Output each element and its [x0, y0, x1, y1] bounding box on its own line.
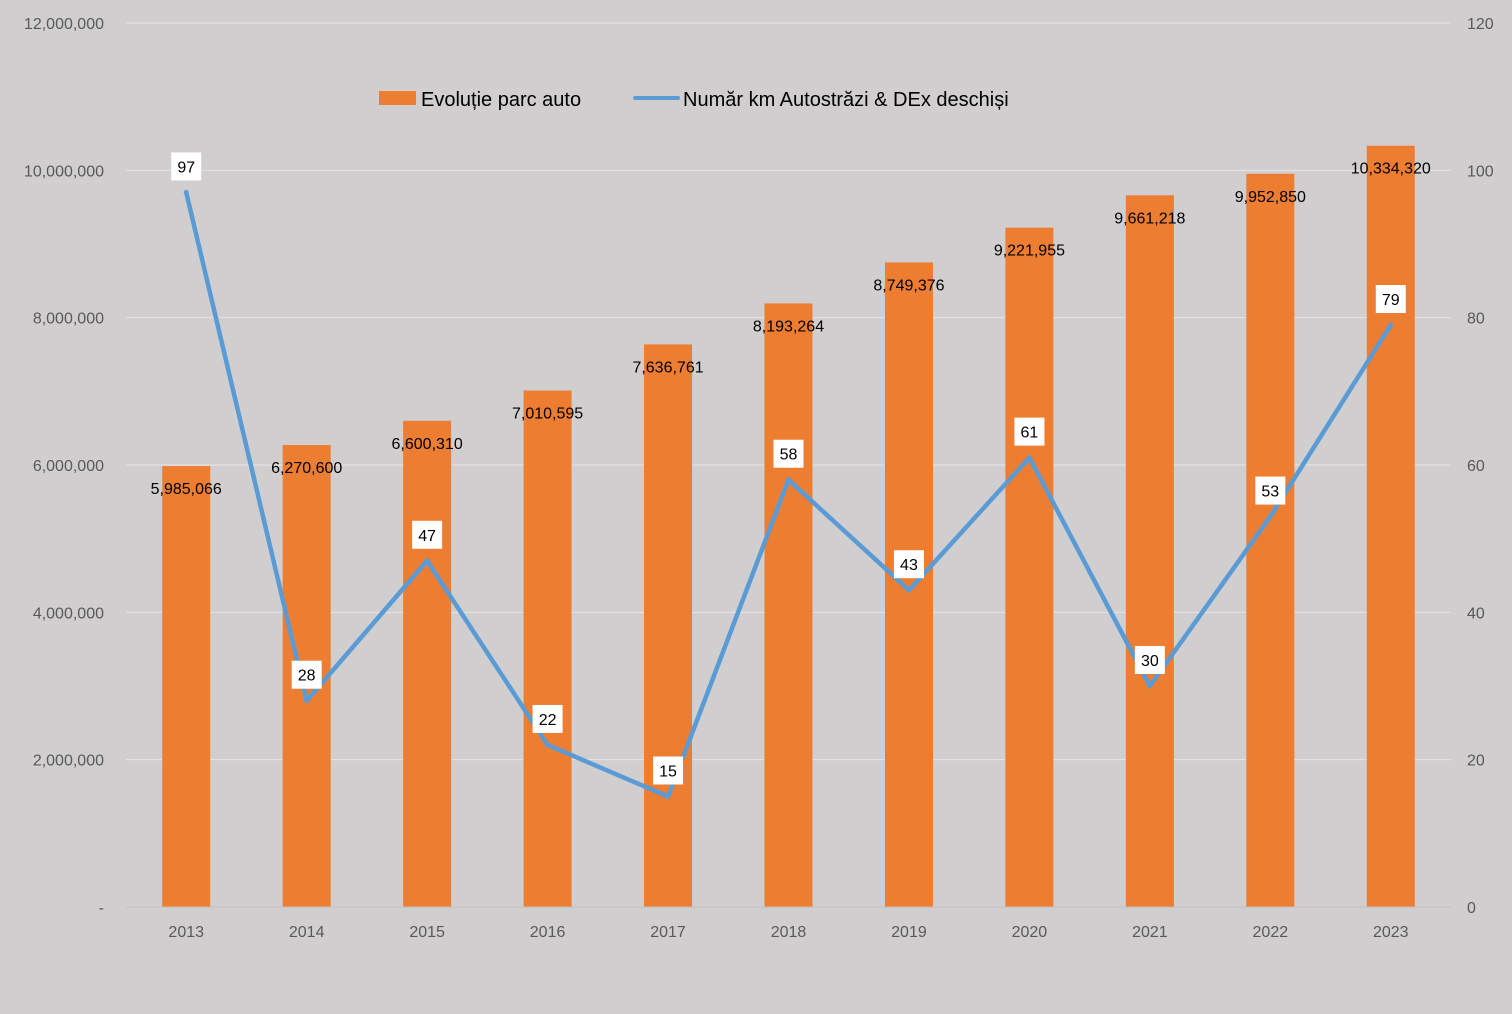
- bar: [523, 390, 572, 907]
- line-data-label: 22: [539, 712, 557, 729]
- bar-data-label: 9,952,850: [1235, 189, 1306, 206]
- y-left-tick-label: 10,000,000: [24, 163, 104, 180]
- bar-data-label: 8,193,264: [753, 318, 824, 335]
- line-label-box: [773, 439, 804, 468]
- line-label-box: [171, 152, 202, 181]
- bar: [884, 262, 933, 907]
- line-label-box: [653, 756, 684, 785]
- line-label-box: [893, 550, 924, 579]
- line-point: [1267, 514, 1273, 520]
- line-point: [304, 698, 310, 704]
- x-tick-label: 2014: [289, 924, 325, 941]
- bar-series: [162, 145, 1415, 908]
- legend: Evoluție parc auto Număr km Autostrăzi &…: [379, 89, 1009, 111]
- bar-data-label: 5,985,066: [151, 481, 222, 498]
- line-data-label: 79: [1382, 292, 1400, 309]
- legend-swatch-bar: [379, 91, 416, 105]
- line-series: [183, 189, 1394, 799]
- line-data-label: 43: [900, 557, 918, 574]
- bar-data-label: 6,600,310: [392, 436, 463, 453]
- line-label-box: [291, 660, 322, 689]
- legend-label-bar: Evoluție parc auto: [421, 89, 581, 111]
- line-label-box: [1375, 285, 1406, 314]
- line-point: [545, 742, 551, 748]
- y-left-tick-label: 8,000,000: [33, 311, 104, 328]
- y-left-tick-label: 6,000,000: [33, 458, 104, 475]
- bar-data-label: 9,221,955: [994, 243, 1065, 260]
- x-tick-label: 2023: [1373, 924, 1409, 941]
- x-tick-label: 2022: [1253, 924, 1289, 941]
- line-data-label: 97: [177, 159, 195, 176]
- line-label-box: [1134, 646, 1165, 674]
- line-data-label: 28: [298, 668, 316, 685]
- line-data-label: 61: [1021, 425, 1039, 442]
- line-point: [906, 587, 912, 593]
- y-right-tick-label: 40: [1467, 605, 1485, 622]
- line-data-label: 15: [659, 764, 677, 781]
- y-left-tick-label: -: [99, 900, 104, 917]
- y-right-tick-label: 0: [1467, 900, 1476, 917]
- legend-label-line: Număr km Autostrăzi & DEx deschiși: [683, 89, 1009, 111]
- y-left-tick-label: 2,000,000: [33, 753, 104, 770]
- line-label-box: [532, 704, 563, 733]
- x-tick-label: 2018: [771, 924, 807, 941]
- y-right-tick-label: 120: [1467, 16, 1494, 33]
- x-tick-label: 2021: [1132, 924, 1168, 941]
- bar: [1125, 195, 1174, 907]
- x-tick-label: 2017: [650, 924, 686, 941]
- axes: - 2,000,000 4,000,000 6,000,000 8,000,000 10,…: [24, 16, 1494, 941]
- line-data-label: 53: [1261, 484, 1279, 501]
- bar-data-label: 9,661,218: [1114, 210, 1185, 227]
- x-tick-label: 2019: [891, 924, 927, 941]
- y-right-tick-label: 60: [1467, 458, 1485, 475]
- bar-data-label: 6,270,600: [271, 460, 342, 477]
- bar-data-label: 10,334,320: [1351, 161, 1431, 178]
- bar: [162, 466, 211, 907]
- bar: [644, 344, 693, 907]
- x-tick-label: 2020: [1012, 924, 1048, 941]
- bar: [1366, 145, 1415, 908]
- x-tick-label: 2016: [530, 924, 566, 941]
- line-point: [1147, 683, 1153, 689]
- line-point: [183, 189, 189, 195]
- bar: [1005, 227, 1054, 908]
- y-right-tick-label: 80: [1467, 311, 1485, 328]
- line-point: [1388, 322, 1394, 328]
- y-left-tick-label: 12,000,000: [24, 16, 104, 33]
- line-label-box: [412, 520, 443, 549]
- bar: [403, 420, 452, 907]
- line-point: [1026, 455, 1032, 461]
- line-data-label: 58: [780, 447, 798, 464]
- line-label-box: [1014, 417, 1045, 446]
- bar-data-label: 7,010,595: [512, 406, 583, 423]
- line-point: [786, 477, 791, 483]
- line-label-box: [1255, 476, 1286, 505]
- y-right-tick-label: 20: [1467, 753, 1485, 770]
- x-tick-label: 2013: [168, 924, 204, 941]
- y-left-tick-label: 4,000,000: [33, 605, 104, 622]
- y-right-tick-label: 100: [1467, 163, 1494, 180]
- line-point: [424, 558, 430, 564]
- bar: [764, 303, 813, 907]
- bar-data-label: 8,749,376: [873, 277, 944, 294]
- line-data-label: 30: [1141, 653, 1159, 670]
- line-data-label: 47: [418, 528, 436, 545]
- data-labels: 5,985,066 6,270,600 6,600,310 7,010,595 7,63…: [151, 152, 1431, 785]
- bar-data-label: 7,636,761: [632, 359, 703, 376]
- x-tick-label: 2015: [409, 924, 445, 941]
- line-point: [665, 794, 671, 799]
